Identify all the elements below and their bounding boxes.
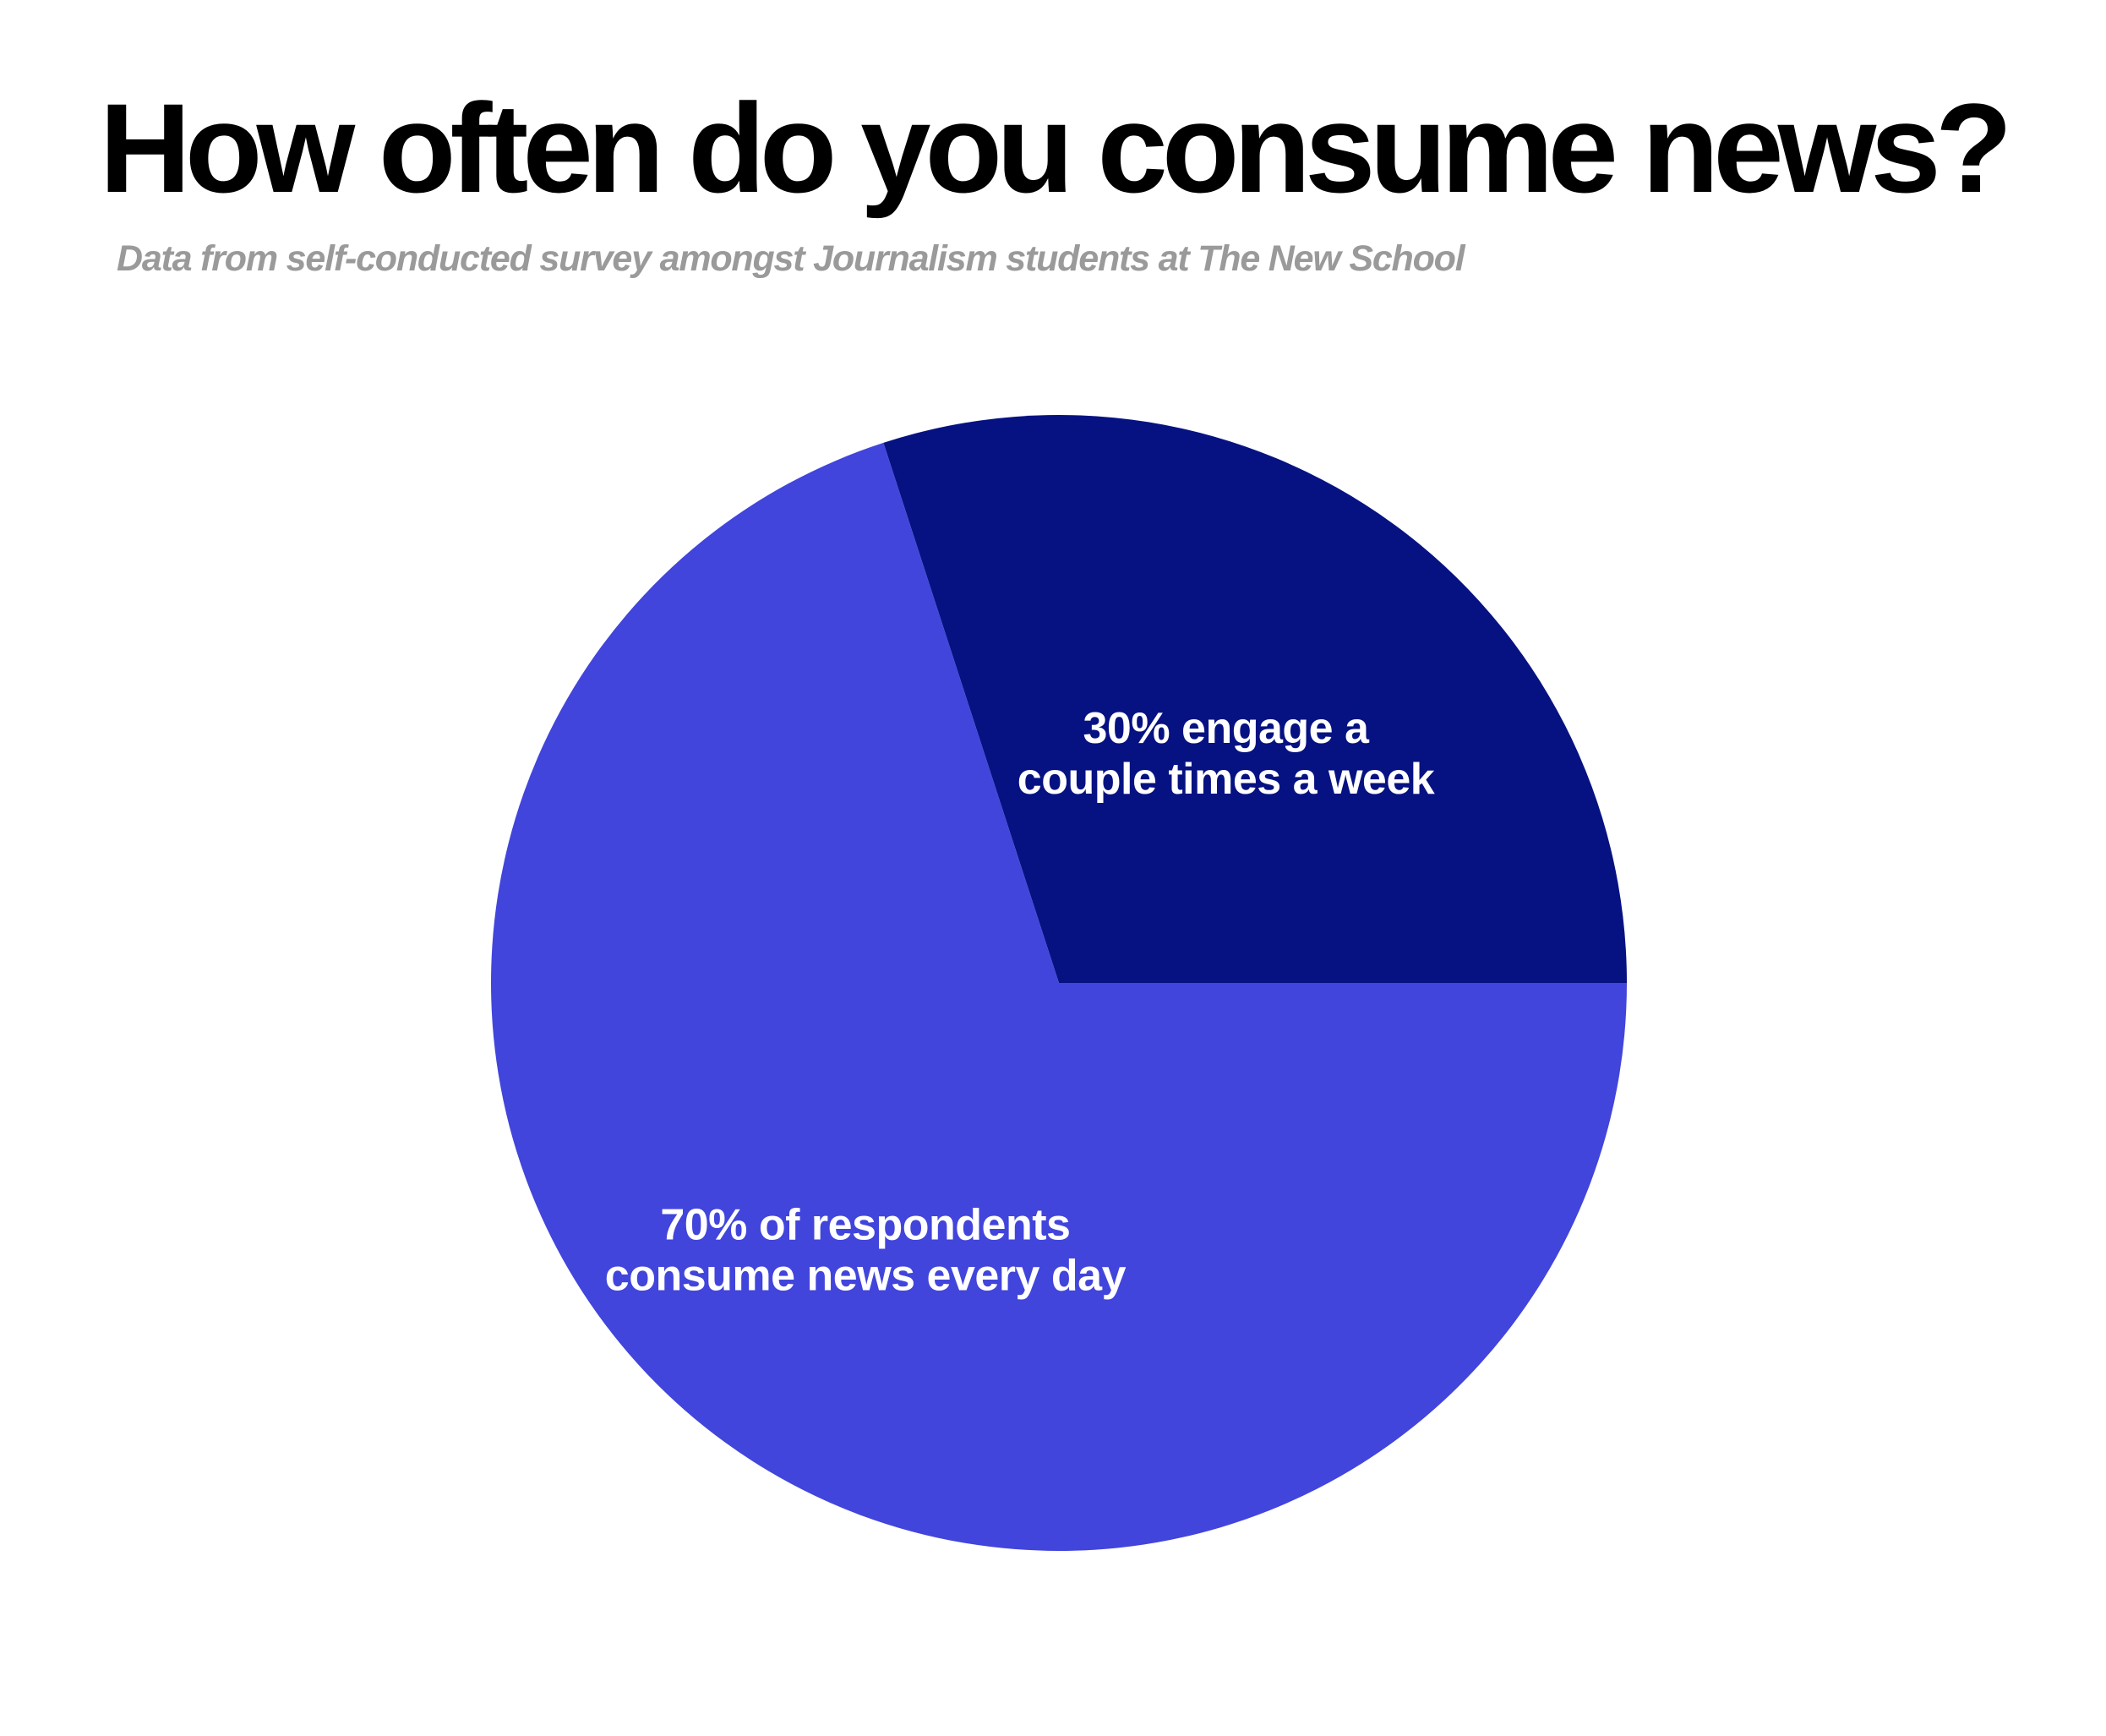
pie-slice-every-day [491, 442, 1628, 1551]
pie-slice-couple-times-a-week [883, 415, 1627, 983]
pie-slice-label: 30% engage a couple times a week [1018, 704, 1435, 804]
chart-title: How often do you consume news? [99, 77, 2013, 219]
pie-slice-label: 70% of respondents consume news every day [605, 1200, 1127, 1300]
chart-subtitle: Data from self-conducted survey amongst … [117, 238, 1465, 279]
